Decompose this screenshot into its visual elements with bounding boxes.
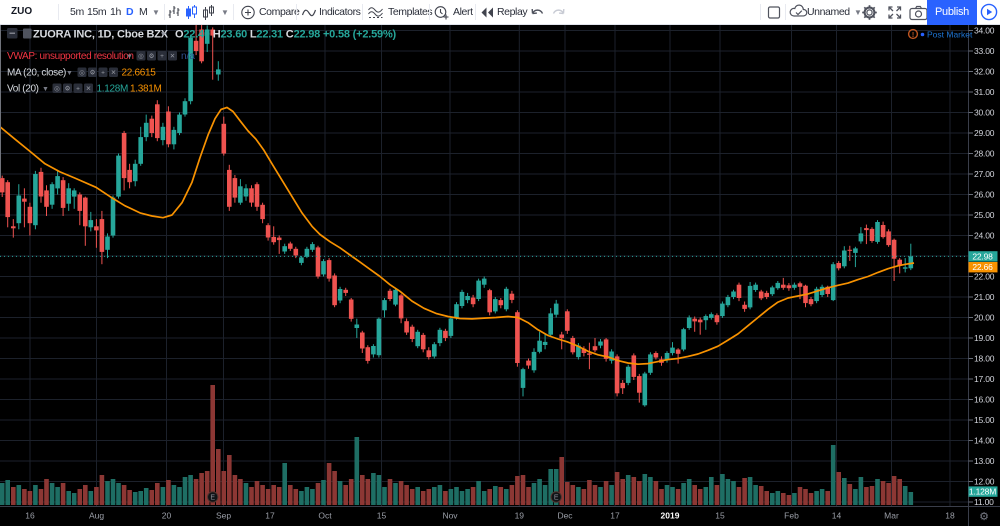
svg-text:⚙: ⚙ <box>149 52 155 60</box>
svg-text:20: 20 <box>162 511 172 521</box>
svg-text:!: ! <box>912 32 914 39</box>
svg-text:17: 17 <box>265 511 275 521</box>
svg-text:VWAP: unsupported resolution: VWAP: unsupported resolution <box>7 51 134 62</box>
svg-text:◎: ◎ <box>138 53 144 60</box>
svg-text:▼: ▼ <box>126 53 133 60</box>
svg-text:19: 19 <box>515 511 525 521</box>
svg-text:+: + <box>76 86 80 93</box>
svg-text:25.00: 25.00 <box>974 210 995 220</box>
svg-text:21.00: 21.00 <box>974 292 995 302</box>
svg-text:E: E <box>210 495 215 502</box>
svg-text:✕: ✕ <box>170 53 175 60</box>
svg-text:Nov: Nov <box>442 511 458 521</box>
svg-text:11.00: 11.00 <box>974 497 994 507</box>
svg-text:Aug: Aug <box>89 511 104 521</box>
svg-text:⚙: ⚙ <box>979 511 989 523</box>
svg-text:16.00: 16.00 <box>974 395 995 405</box>
svg-text:▼: ▼ <box>160 30 167 39</box>
svg-text:16: 16 <box>25 511 35 521</box>
svg-text:26.00: 26.00 <box>974 190 995 200</box>
svg-text:14.00: 14.00 <box>974 436 995 446</box>
svg-text:Sep: Sep <box>216 511 231 521</box>
svg-text:14: 14 <box>832 511 842 521</box>
svg-text:32.00: 32.00 <box>974 67 995 77</box>
svg-text:18.00: 18.00 <box>974 354 995 364</box>
svg-text:22.66: 22.66 <box>972 262 993 272</box>
svg-text:30.00: 30.00 <box>974 108 995 118</box>
svg-text:12.00: 12.00 <box>974 477 995 487</box>
svg-text:▼: ▼ <box>66 70 73 77</box>
svg-text:15: 15 <box>377 511 387 521</box>
svg-text:1.381M: 1.381M <box>130 84 162 95</box>
svg-text:MA (20, close): MA (20, close) <box>7 68 66 79</box>
svg-text:29.00: 29.00 <box>974 128 995 138</box>
svg-text:1.128M: 1.128M <box>969 487 996 497</box>
svg-text:15.00: 15.00 <box>974 415 995 425</box>
svg-text:▼: ▼ <box>42 86 49 93</box>
svg-text:31.00: 31.00 <box>974 87 995 97</box>
svg-text:Dec: Dec <box>557 511 573 521</box>
svg-text:Oct: Oct <box>318 511 332 521</box>
svg-text:◎: ◎ <box>54 86 60 93</box>
svg-text:2019: 2019 <box>661 511 680 521</box>
svg-text:Post Market: Post Market <box>927 30 973 40</box>
svg-text:22.6615: 22.6615 <box>122 68 157 79</box>
svg-text:22.98: 22.98 <box>972 251 993 261</box>
svg-text:✕: ✕ <box>111 70 116 77</box>
svg-text:Feb: Feb <box>784 511 799 521</box>
svg-text:18: 18 <box>945 511 955 521</box>
svg-text:✕: ✕ <box>86 86 91 93</box>
svg-text:◎: ◎ <box>79 70 85 77</box>
svg-text:n/a: n/a <box>181 51 195 62</box>
svg-text:ZUORA INC, 1D, Cboe BZX: ZUORA INC, 1D, Cboe BZX <box>33 29 169 41</box>
svg-text:+: + <box>160 53 164 60</box>
svg-text:17: 17 <box>610 511 620 521</box>
svg-text:⚙: ⚙ <box>90 69 96 77</box>
svg-text:13.00: 13.00 <box>974 456 995 466</box>
svg-text:O22.40 H23.60 L22.31 C22.98 +0: O22.40 H23.60 L22.31 C22.98 +0.58 (+2.59… <box>175 29 397 41</box>
svg-text:20.00: 20.00 <box>974 313 995 323</box>
svg-text:Vol (20): Vol (20) <box>7 84 39 95</box>
svg-text:⚙: ⚙ <box>65 85 71 93</box>
svg-text:Mar: Mar <box>884 511 899 521</box>
svg-text:17.00: 17.00 <box>974 374 995 384</box>
svg-text:34.00: 34.00 <box>974 26 995 36</box>
svg-text:24.00: 24.00 <box>974 231 995 241</box>
svg-text:E: E <box>554 495 559 502</box>
svg-text:1.128M: 1.128M <box>97 84 129 95</box>
svg-text:28.00: 28.00 <box>974 149 995 159</box>
svg-text:33.00: 33.00 <box>974 46 995 56</box>
svg-text:27.00: 27.00 <box>974 169 995 179</box>
svg-text:15: 15 <box>715 511 725 521</box>
svg-text:+: + <box>101 70 105 77</box>
svg-text:19.00: 19.00 <box>974 333 995 343</box>
svg-text:22.00: 22.00 <box>974 272 995 282</box>
